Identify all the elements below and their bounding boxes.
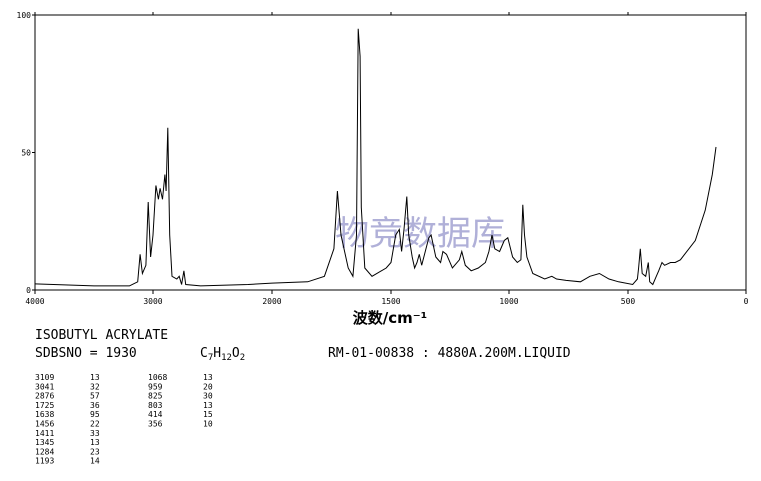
y-tick-label: 50 — [21, 149, 31, 158]
peak-intensity: 20 — [203, 382, 213, 391]
formula-part: O — [232, 346, 240, 361]
x-tick-label: 0 — [744, 297, 749, 306]
peak-intensity: 13 — [203, 373, 213, 382]
conditions: RM-01-00838 : 4880A.200M.LIQUID — [328, 346, 571, 361]
peak-wavenumber: 414 — [148, 410, 163, 419]
peak-wavenumber: 825 — [148, 392, 163, 401]
peak-wavenumber: 1725 — [35, 401, 54, 410]
x-tick-label: 500 — [621, 297, 636, 306]
compound-name: ISOBUTYL ACRYLATE — [35, 328, 168, 343]
peak-wavenumber: 356 — [148, 420, 163, 429]
peak-intensity: 33 — [90, 429, 100, 438]
peak-wavenumber: 1284 — [35, 447, 54, 456]
peak-intensity: 32 — [90, 382, 100, 391]
peak-wavenumber: 1345 — [35, 438, 54, 447]
peak-intensity: 95 — [90, 410, 100, 419]
peak-intensity: 13 — [90, 373, 100, 382]
x-tick-label: 4000 — [25, 297, 44, 306]
y-tick-label: 100 — [17, 11, 32, 20]
formula-part: C — [200, 346, 208, 361]
peak-wavenumber: 1411 — [35, 429, 54, 438]
peak-intensity: 14 — [90, 457, 100, 466]
peak-intensity: 36 — [90, 401, 100, 410]
peak-wavenumber: 1068 — [148, 373, 167, 382]
peak-wavenumber: 1193 — [35, 457, 54, 466]
formula-part: 7 — [208, 353, 213, 363]
peak-intensity: 13 — [90, 438, 100, 447]
peak-intensity: 22 — [90, 420, 100, 429]
x-tick-label: 1500 — [381, 297, 400, 306]
peak-intensity: 10 — [203, 420, 213, 429]
spectrum-line — [34, 28, 717, 287]
x-tick-label: 1000 — [499, 297, 518, 306]
formula: C7H12O2 — [200, 346, 245, 363]
formula-part: 12 — [221, 353, 232, 363]
peak-wavenumber: 1456 — [35, 420, 54, 429]
formula-part: 2 — [240, 353, 245, 363]
peak-wavenumber: 2876 — [35, 392, 54, 401]
peak-intensity: 15 — [203, 410, 213, 419]
peak-intensity: 13 — [203, 401, 213, 410]
y-tick-label: 0 — [26, 286, 31, 295]
peak-intensity: 30 — [203, 392, 213, 401]
peak-intensity: 57 — [90, 392, 100, 401]
x-tick-label: 3000 — [143, 297, 162, 306]
peak-wavenumber: 803 — [148, 401, 163, 410]
peak-wavenumber: 959 — [148, 382, 163, 391]
watermark: 物竞数据库 — [335, 214, 505, 254]
x-tick-label: 2000 — [262, 297, 281, 306]
peak-intensity: 23 — [90, 447, 100, 456]
peak-wavenumber: 1638 — [35, 410, 54, 419]
peak-wavenumber: 3041 — [35, 382, 54, 391]
x-axis-label: 波数/cm⁻¹ — [353, 309, 428, 327]
peak-wavenumber: 3109 — [35, 373, 54, 382]
sdbs-number: SDBSNO = 1930 — [35, 346, 137, 361]
formula-part: H — [213, 346, 221, 361]
